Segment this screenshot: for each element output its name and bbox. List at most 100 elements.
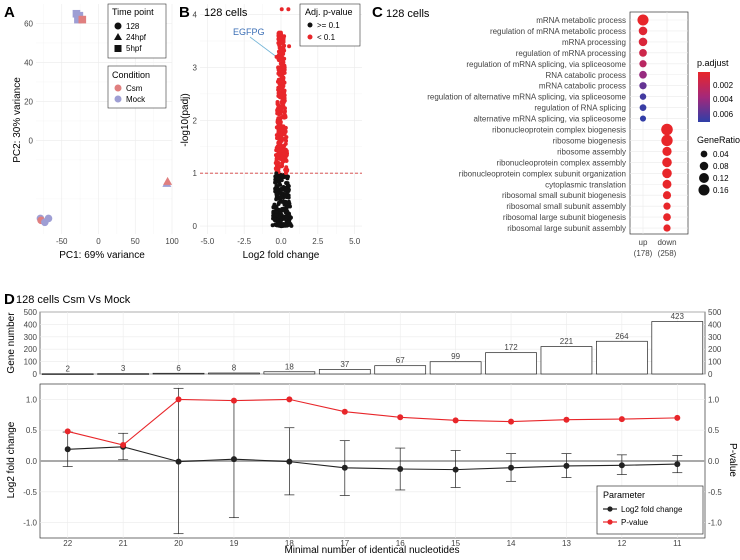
go-legend-padj-title: p.adjust [697,58,729,68]
volcano-point [282,98,287,103]
pca-legend-timepoint-title: Time point [112,7,154,17]
volcano-point [279,7,284,12]
bar-value-label: 423 [671,312,685,321]
volcano-point [273,174,278,179]
lfc-point [397,466,404,473]
line-y-tick-right: 0.5 [708,426,720,435]
lfc-point [230,456,237,463]
volcano-point [284,187,289,192]
bar [651,321,704,375]
lfc-point [508,464,515,471]
volcano-point [274,213,279,218]
volcano-point [282,65,287,70]
line-y-tick-right: 1.0 [708,395,720,404]
volcano-point [278,172,283,177]
go-term-label: mRNA processing [562,38,626,47]
volcano-point [287,44,292,49]
bar-value-label: 2 [65,364,70,373]
volcano-point [274,197,279,202]
volcano-egfpg-point [274,54,279,59]
volcano-point [280,156,285,161]
pca-y-label: PC2: 30% variance [12,77,23,163]
volcano-y-tick: 2 [193,116,198,125]
volcano-point [276,222,281,227]
volcano-x-tick: 0.0 [275,237,287,246]
go-dot [639,82,647,90]
pval-point [175,396,182,403]
go-dot [639,70,647,79]
panel-label-c: C [372,4,383,21]
bar-y-tick-right: 500 [708,308,722,317]
pval-point [618,416,625,423]
pca-legend-item-csm: Csm [126,84,143,93]
volcano-point [283,168,288,173]
line-legend [596,485,704,535]
go-ratio-legend-label: 0.04 [713,150,729,159]
legend-lfc-dot-icon [607,506,613,512]
volcano-legend-ge: >= 0.1 [317,21,340,30]
legend-circle-icon [114,22,122,30]
go-legend-padj-bar [698,72,710,122]
volcano-point [281,125,286,130]
lfc-point [286,458,293,465]
line-x-label: Minimal number of identical nucleotides [284,545,459,555]
pval-point [508,418,515,425]
go-dot [662,168,672,179]
line-x-tick: 19 [230,539,239,548]
volcano-point [275,101,280,106]
line-y-tick-left: -0.5 [23,488,37,497]
bar-y-tick-right: 100 [708,358,722,367]
pval-point [341,408,348,415]
go-dot [661,123,673,136]
volcano-point [286,184,291,189]
volcano-point [277,79,282,84]
volcano-point [277,67,282,72]
volcano-point [280,208,285,213]
bar [97,373,149,375]
go-term-label: ribosomal small subunit biogenesis [502,191,626,200]
volcano-point [282,136,287,141]
bar-value-label: 6 [176,364,181,373]
bar [429,361,482,375]
go-dotplot: 128 cells mRNA metabolic process regulati… [386,8,740,258]
line-y-tick-right: -0.5 [708,488,722,497]
pca-x-tick: 0 [96,237,101,246]
panel-label-d: D [4,291,15,308]
go-dot [662,179,672,189]
go-term-label: regulation of mRNA splicing, via spliceo… [466,60,626,69]
go-legend-padj-tick-3: 0.006 [713,110,734,119]
go-dot [661,134,673,147]
volcano-point [279,218,284,223]
bar-value-label: 221 [560,337,574,346]
legend-mock-dot-icon [114,95,122,103]
volcano-point [281,105,286,110]
line-y-tick-right: 0.0 [708,457,720,466]
pca-x-label: PC1: 69% variance [59,250,145,261]
legend-triangle-icon [114,33,122,40]
lfc-point [341,464,348,471]
line-legend-lfc: Log2 fold change [621,505,683,514]
go-dot [639,104,647,111]
volcano-point [280,85,285,90]
pca-x-tick: -50 [56,237,68,246]
bar-y-tick-left: 200 [24,345,38,354]
volcano-y-label: -log10(padj) [180,93,191,146]
go-dot [638,26,648,36]
go-dot [663,202,671,210]
volcano-point [274,209,279,214]
d-title: 128 cells Csm Vs Mock [16,294,131,306]
go-term-label: ribonucleoprotein complex subunit organi… [459,169,626,178]
volcano-point [277,51,282,56]
volcano-point [279,32,284,37]
volcano-point [280,88,285,93]
volcano-point [283,223,288,228]
line-x-tick: 22 [63,539,72,548]
volcano-point [276,128,281,133]
go-term-label: ribonucleoprotein complex biogenesis [492,126,626,135]
pca-point [78,15,87,24]
lfc-point [618,462,625,469]
bar-y-tick-left: 100 [24,358,38,367]
line-y-tick-left: 0.5 [26,426,38,435]
bar-value-label: 8 [232,364,237,373]
go-term-label: mRNA metabolic process [536,16,626,25]
